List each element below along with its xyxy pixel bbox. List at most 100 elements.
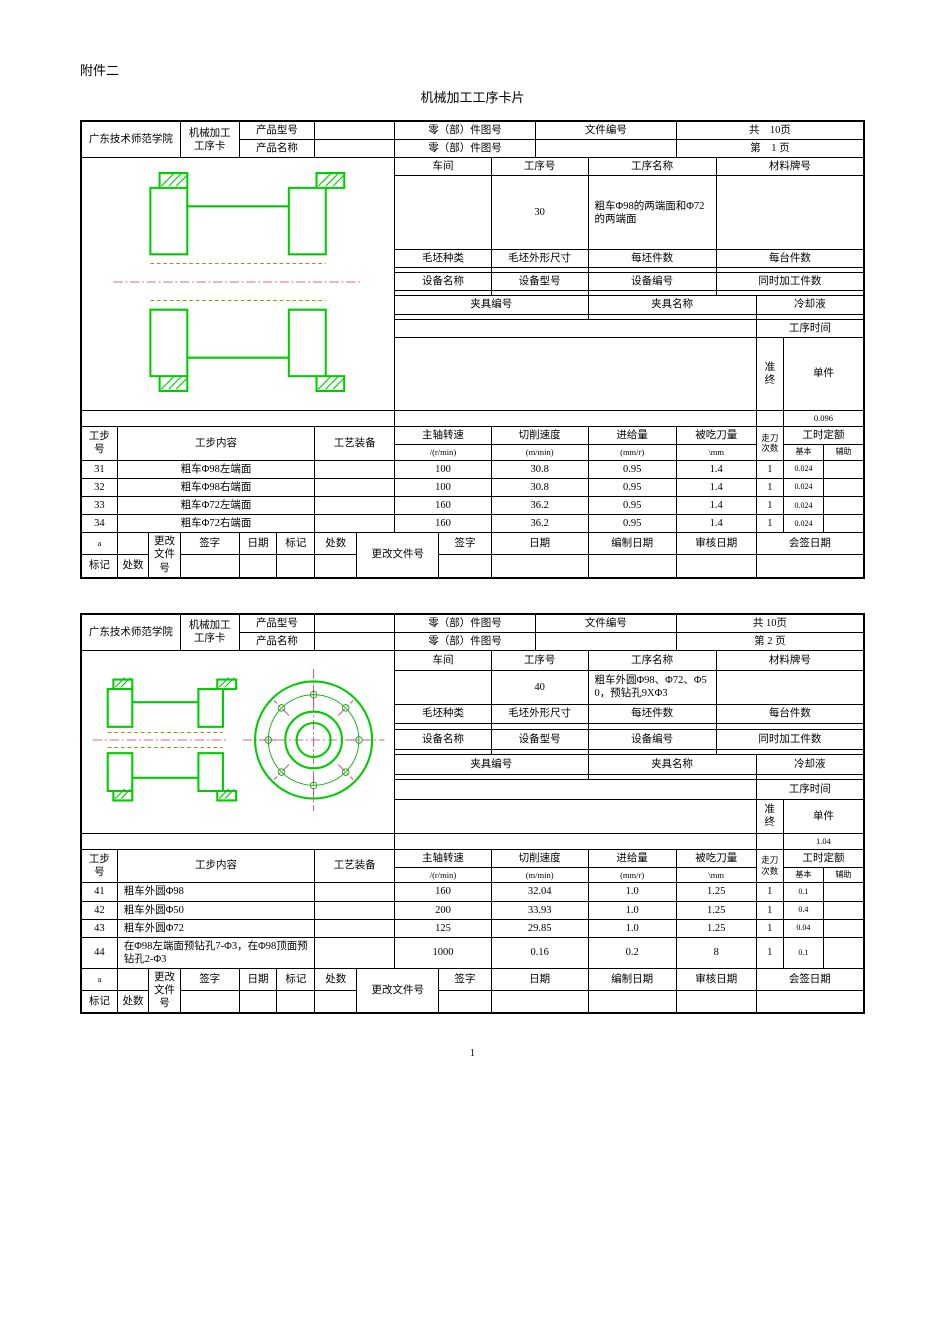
step-doc: 8 <box>676 937 756 968</box>
change-file-label-2: 更改文件号 <box>357 533 439 577</box>
step-aux <box>823 901 863 919</box>
table-row: 44在Φ98左端面预钻孔7-Φ3，在Φ98顶面预钻孔2-Φ310000.160.… <box>82 937 864 968</box>
step-spindle: 100 <box>395 478 492 496</box>
step-doc: 1.4 <box>676 497 756 515</box>
material-label: 材料牌号 <box>716 158 863 176</box>
sign-label-2: 签字 <box>439 533 492 555</box>
step-tooling <box>315 478 395 496</box>
step-cut: 36.2 <box>491 497 588 515</box>
step-tooling <box>315 460 395 478</box>
workshop-label: 车间 <box>395 158 492 176</box>
blank-dims-label: 毛坯外形尺寸 <box>491 250 588 268</box>
a-mark: a <box>82 533 118 555</box>
step-spindle: 1000 <box>395 937 492 968</box>
step-content: 粗车外圆Φ50 <box>117 901 315 919</box>
sign-label: 签字 <box>180 533 239 555</box>
feed-hdr: 进给量 <box>588 427 676 445</box>
step-spindle: 200 <box>395 901 492 919</box>
product-model-value <box>315 122 395 140</box>
step-no-hdr: 工步号 <box>82 427 118 461</box>
step-basic: 0.1 <box>783 883 823 901</box>
equip-model-label: 设备型号 <box>491 273 588 291</box>
prep-date-label: 编制日期 <box>588 533 676 555</box>
step-times: 1 <box>756 460 783 478</box>
document-title: 机械加工工序卡片 <box>80 87 865 106</box>
step-feed: 1.0 <box>588 919 676 937</box>
step-no: 44 <box>82 937 118 968</box>
material-val <box>716 176 863 250</box>
step-feed: 0.2 <box>588 937 676 968</box>
step-aux <box>823 515 863 533</box>
step-content: 粗车Φ72左端面 <box>117 497 315 515</box>
institute-cell: 广东技术师范学院 <box>82 122 181 158</box>
step-feed: 0.95 <box>588 515 676 533</box>
step-basic: 0.024 <box>783 497 823 515</box>
step-cut: 32.04 <box>491 883 588 901</box>
step-cut: 36.2 <box>491 515 588 533</box>
step-aux <box>823 497 863 515</box>
table-row: 42粗车外圆Φ5020033.931.01.2510.4 <box>82 901 864 919</box>
total-pages: 共 10页 <box>676 122 863 140</box>
equip-no-label: 设备编号 <box>588 273 716 291</box>
step-no: 43 <box>82 919 118 937</box>
file-no-label: 文件编号 <box>535 122 676 140</box>
per-blank-label: 每坯件数 <box>588 250 716 268</box>
change-file-label: 更改文件号 <box>149 533 181 577</box>
unit-piece-total-1: 0.096 <box>783 411 863 427</box>
step-feed: 0.95 <box>588 478 676 496</box>
feedtimes-hdr: 走刀次数 <box>756 427 783 461</box>
table-row: 41粗车外圆Φ9816032.041.01.2510.1 <box>82 883 864 901</box>
step-spindle: 100 <box>395 460 492 478</box>
step-no: 42 <box>82 901 118 919</box>
step-no: 34 <box>82 515 118 533</box>
step-basic: 0.024 <box>783 460 823 478</box>
page-number: 1 <box>80 1048 865 1059</box>
step-aux <box>823 937 863 968</box>
cutspeed-hdr: 切削速度 <box>491 427 588 445</box>
step-spindle: 125 <box>395 919 492 937</box>
step-tooling <box>315 901 395 919</box>
step-doc: 1.25 <box>676 901 756 919</box>
step-basic: 0.024 <box>783 515 823 533</box>
step-times: 1 <box>756 515 783 533</box>
places-label-2: 处数 <box>315 533 357 555</box>
prep-end-label: 准终 <box>756 337 783 411</box>
step-cut: 33.93 <box>491 901 588 919</box>
step-tooling <box>315 515 395 533</box>
process-card-1: 广东技术师范学院 机械加工工序卡 产品型号 零（部）件图号 文件编号 共 10页… <box>80 120 865 579</box>
step-tooling <box>315 919 395 937</box>
process-no-label: 工序号 <box>491 158 588 176</box>
step-cut: 30.8 <box>491 478 588 496</box>
drawing-area-1 <box>82 158 395 411</box>
card-type-cell: 机械加工工序卡 <box>180 122 239 158</box>
step-content: 粗车Φ98右端面 <box>117 478 315 496</box>
step-basic: 0.04 <box>783 919 823 937</box>
cosign-date-label: 会签日期 <box>756 533 863 555</box>
date-label-2: 日期 <box>491 533 588 555</box>
drawing-area-2 <box>82 650 395 833</box>
step-aux <box>823 478 863 496</box>
part-drawing-1 <box>86 162 390 402</box>
tooling-hdr: 工艺装备 <box>315 427 395 461</box>
part-no-value <box>535 140 676 158</box>
step-times: 1 <box>756 919 783 937</box>
product-model-label: 产品型号 <box>239 122 315 140</box>
step-times: 1 <box>756 901 783 919</box>
per-unit-label: 每台件数 <box>716 250 863 268</box>
attachment-label: 附件二 <box>80 60 865 79</box>
fixture-no-label: 夹具编号 <box>395 296 588 314</box>
step-no: 41 <box>82 883 118 901</box>
step-cut: 30.8 <box>491 460 588 478</box>
coolant-label: 冷却液 <box>756 296 863 314</box>
table-row: 34粗车Φ72右端面16036.20.951.410.024 <box>82 515 864 533</box>
step-times: 1 <box>756 497 783 515</box>
step-tooling <box>315 497 395 515</box>
step-doc: 1.4 <box>676 460 756 478</box>
step-no: 31 <box>82 460 118 478</box>
simul-qty-label: 同时加工件数 <box>716 273 863 291</box>
process-name-label: 工序名称 <box>588 158 716 176</box>
step-doc: 1.4 <box>676 515 756 533</box>
step-spindle: 160 <box>395 883 492 901</box>
product-name-label: 产品名称 <box>239 140 315 158</box>
process-time-label: 工序时间 <box>756 319 863 337</box>
